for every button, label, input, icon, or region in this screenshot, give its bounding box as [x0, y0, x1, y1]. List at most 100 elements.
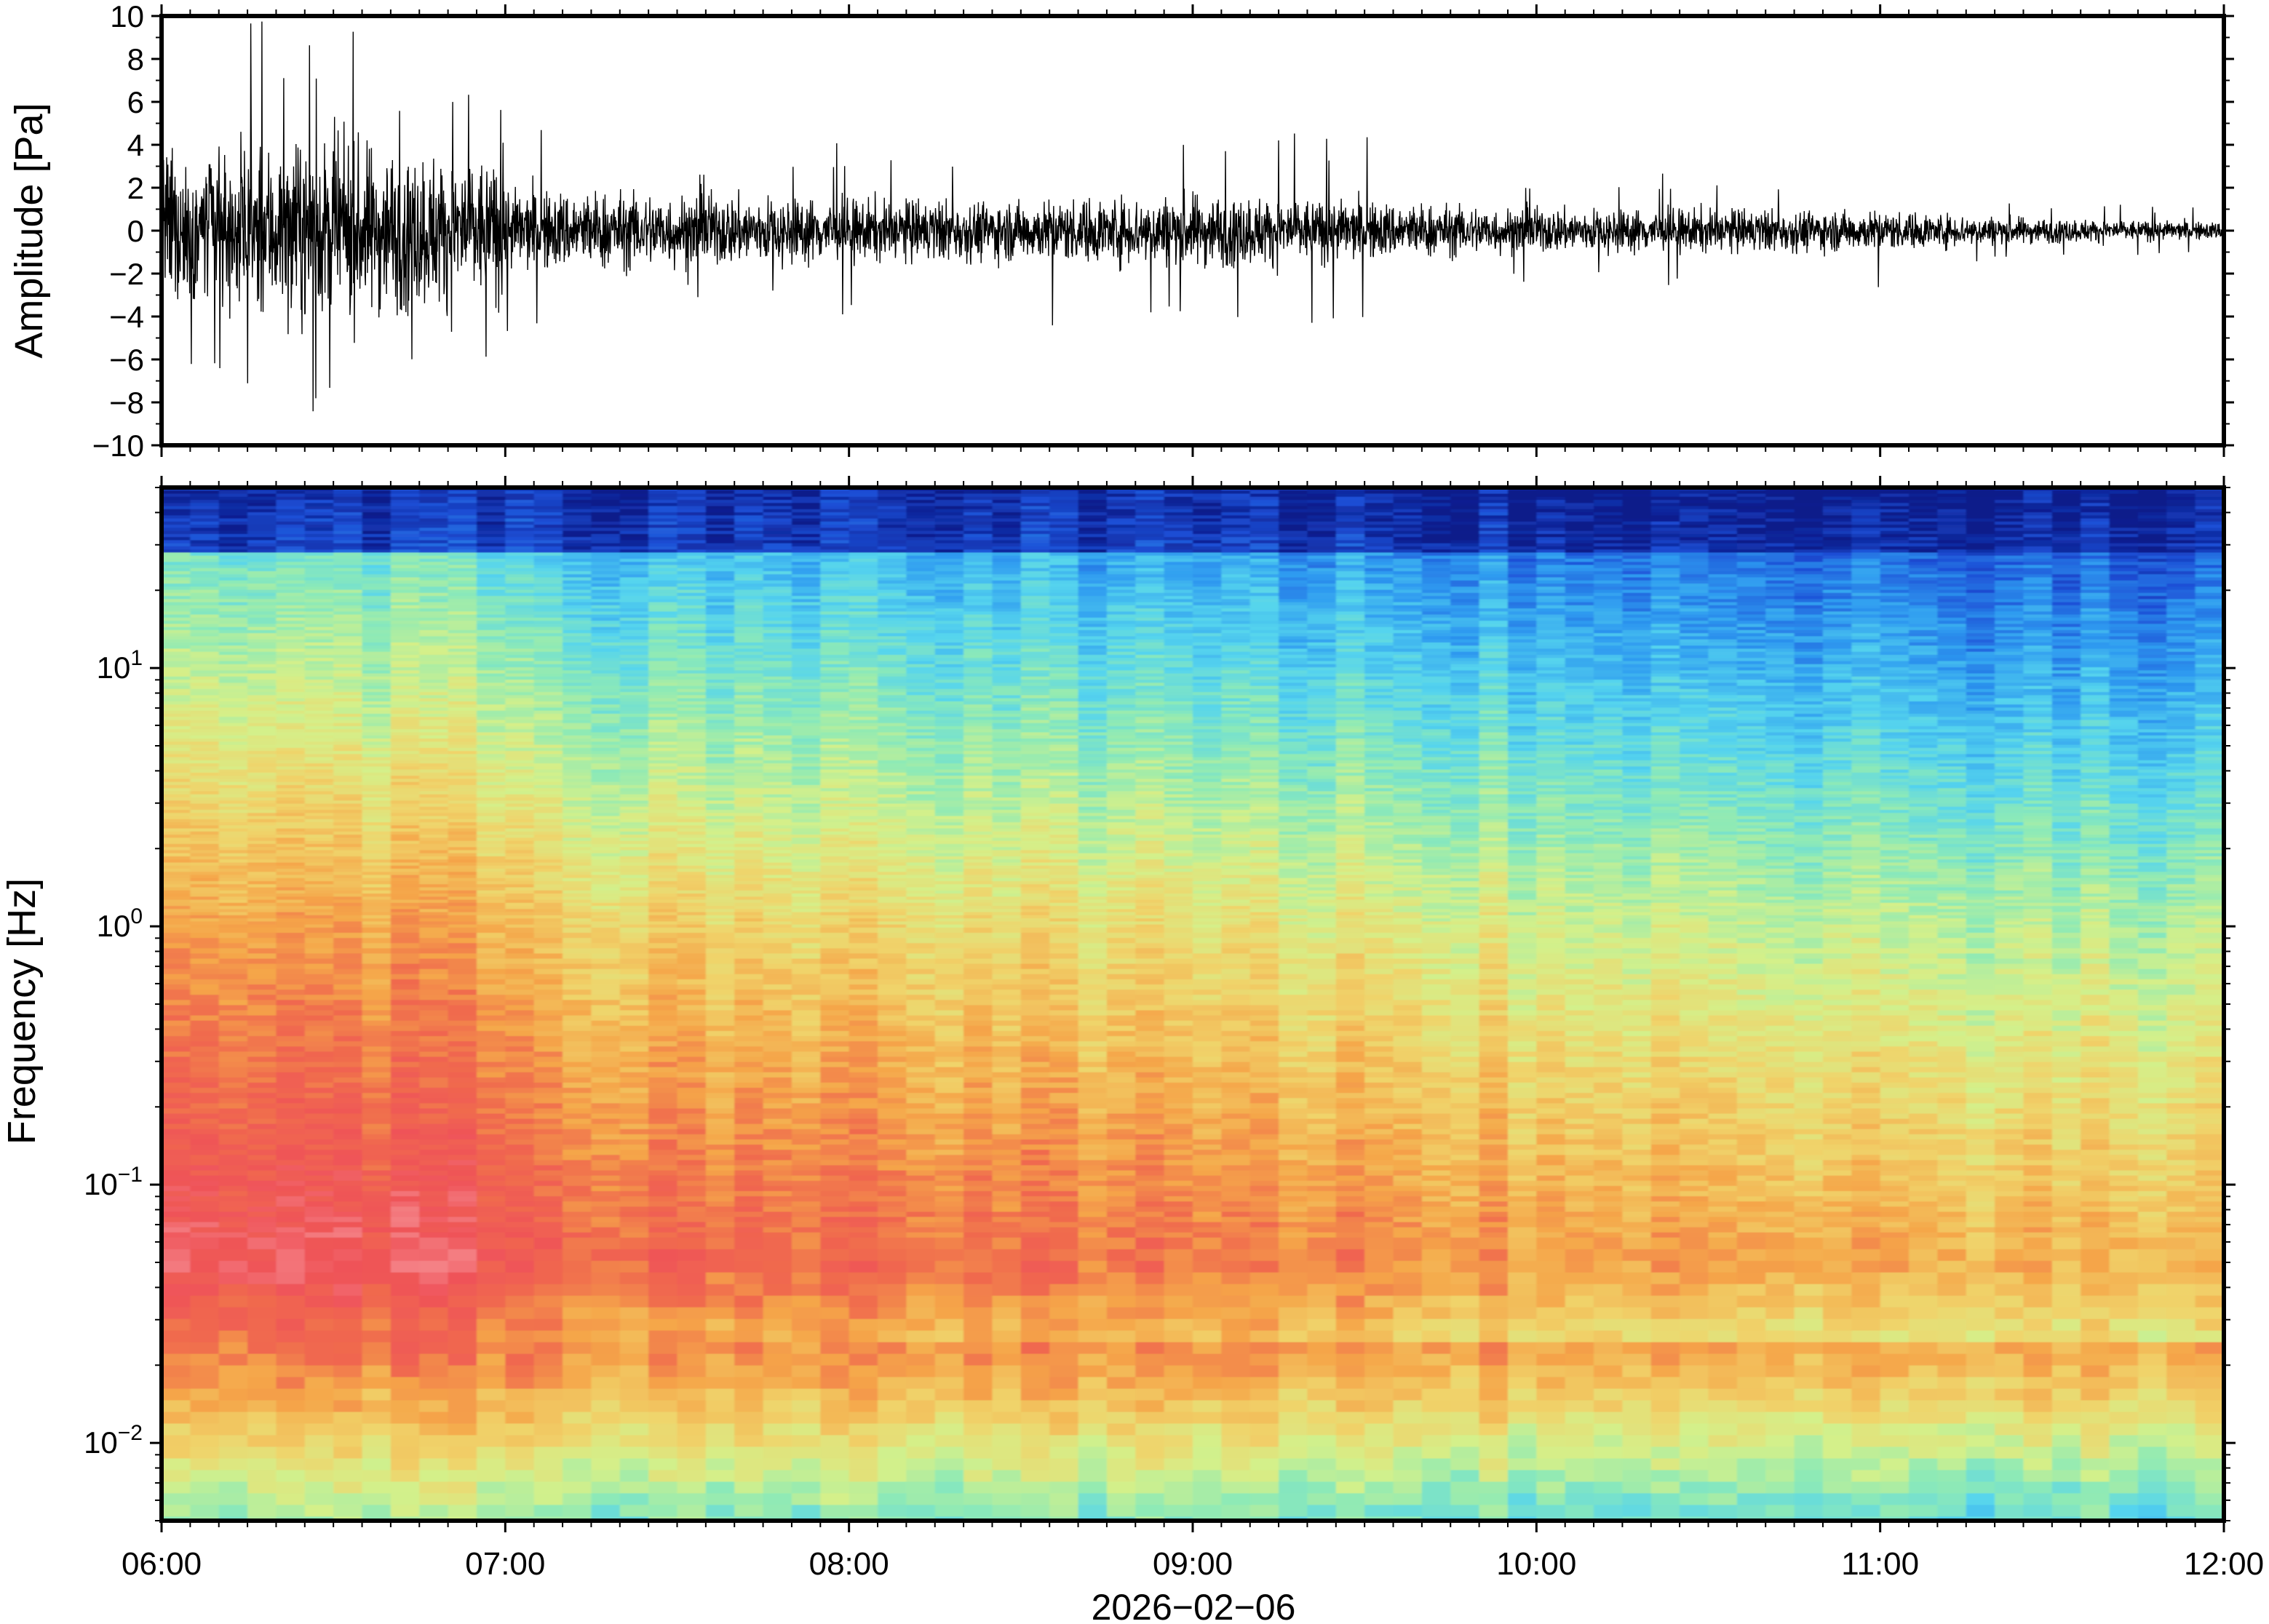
spectrogram-cell: [276, 766, 306, 771]
spectrogram-cell: [163, 1118, 191, 1125]
spectrogram-cell: [390, 543, 421, 547]
spectrogram-cell: [304, 1318, 334, 1332]
spectrogram-cell: [247, 825, 277, 829]
spectrogram-cell: [163, 589, 191, 594]
spectrogram-cell: [677, 1145, 707, 1151]
spectrogram-cell: [333, 990, 363, 996]
spectrogram-cell: [619, 1170, 649, 1177]
spectrogram-cell: [333, 938, 363, 944]
spectrogram-cell: [190, 543, 220, 547]
spectrogram-cell: [448, 1150, 477, 1156]
spectrogram-cell: [362, 1113, 392, 1120]
spectrogram-cell: [734, 1295, 764, 1308]
spectrogram-cell: [448, 1388, 477, 1401]
spectrogram-cell: [276, 953, 306, 960]
spectrogram-cell: [247, 546, 277, 550]
spectrogram-cell: [390, 990, 421, 996]
spectrogram-cell: [247, 1211, 277, 1218]
spectrogram-cell: [304, 500, 334, 504]
spectrogram-cell: [505, 1493, 535, 1506]
spectrogram-cell: [163, 835, 191, 839]
spectrogram-cell: [247, 924, 277, 928]
spectrogram-cell: [163, 884, 191, 888]
spectrogram-cell: [563, 1283, 592, 1297]
spectrogram-cell: [362, 963, 392, 970]
spectrogram-cell: [677, 1093, 707, 1099]
spectrogram-cell: [163, 1041, 191, 1048]
spectrogram-cell: [333, 810, 363, 814]
spectrogram-cell: [533, 1108, 563, 1115]
spectrogram-cell: [276, 1103, 306, 1110]
spectrogram-cell: [505, 1093, 535, 1099]
spectrogram-cell: [591, 1155, 621, 1161]
spectrogram-cell: [619, 1330, 649, 1343]
spectrogram-cell: [563, 1129, 592, 1135]
spectrogram-cell: [333, 862, 363, 867]
spectrogram-cell: [163, 899, 191, 904]
spectrogram-cell: [476, 1191, 506, 1197]
spectrogram-cell: [677, 1237, 707, 1250]
spectrogram-cell: [190, 847, 220, 851]
spectrogram-cell: [362, 909, 392, 913]
spectrogram-cell: [419, 1046, 449, 1053]
spectrogram-cell: [276, 1307, 306, 1320]
spectrogram-cell: [333, 713, 363, 718]
spectrogram-cell: [218, 621, 248, 625]
spectrogram-cell: [304, 859, 334, 864]
spectrogram-cell: [619, 1093, 649, 1099]
spectrogram-cell: [218, 1015, 248, 1022]
spectrogram-cell: [734, 1041, 764, 1048]
spectrogram-cell: [163, 1201, 191, 1208]
spectrogram-cell: [448, 1353, 477, 1366]
spectrogram-cell: [677, 1493, 707, 1506]
spectrogram-cell: [276, 958, 306, 965]
waveform-trace: [162, 21, 2224, 412]
spectrogram-cell: [448, 1412, 477, 1425]
spectrogram-cell: [677, 1222, 707, 1228]
spectrogram-cell: [333, 781, 363, 786]
spectrogram-cell: [218, 596, 248, 600]
spectrogram-cell: [304, 658, 334, 662]
spectrogram-cell: [276, 803, 306, 808]
spectrogram-cell: [304, 1196, 334, 1203]
spectrogram-cell: [190, 1088, 220, 1094]
spectrogram-cell: [218, 751, 248, 755]
spectrogram-cell: [247, 1377, 277, 1390]
spectrogram-cell: [648, 1000, 678, 1006]
spectrogram-cell: [163, 651, 191, 656]
spectrogram-cell: [304, 847, 334, 851]
spectrogram-cell: [218, 493, 248, 498]
spectrogram-cell: [304, 667, 334, 672]
spectrogram-cell: [505, 1020, 535, 1027]
spectrogram-cell: [591, 1072, 621, 1078]
spectrogram-cell: [333, 899, 363, 904]
spectrogram-cell: [390, 875, 421, 879]
spectrogram-cell: [533, 1493, 563, 1506]
spectrogram-cell: [333, 884, 363, 888]
spectrogram-cell: [333, 1481, 363, 1494]
spectrogram-cell: [304, 1134, 334, 1140]
spectrogram-cell: [476, 933, 506, 939]
spectrogram-cell: [333, 791, 363, 795]
spectrogram-cell: [190, 661, 220, 665]
spectrogram-cell: [333, 1330, 363, 1343]
spectrogram-cell: [304, 509, 334, 513]
spectrogram-cell: [476, 1000, 506, 1006]
spectrogram-cell: [163, 744, 191, 749]
spectrogram-cell: [163, 586, 191, 591]
spectrogram-cell: [333, 872, 363, 876]
spectrogram-cell: [705, 1113, 736, 1120]
spectrogram-cell: [304, 868, 334, 873]
spectrogram-cell: [333, 639, 363, 643]
spectrogram-cell: [218, 850, 248, 854]
spectrogram-cell: [163, 948, 191, 955]
spectrogram-cell: [190, 902, 220, 907]
spectrogram-cell: [218, 862, 248, 867]
spectrogram-cell: [190, 629, 220, 634]
spectrogram-cell: [276, 1481, 306, 1494]
spectrogram-cell: [333, 1342, 363, 1355]
spectrogram-cell: [304, 1046, 334, 1053]
spectrogram-cell: [247, 893, 277, 898]
spectrogram-cell: [390, 1145, 421, 1151]
spectrogram-cell: [705, 943, 736, 950]
